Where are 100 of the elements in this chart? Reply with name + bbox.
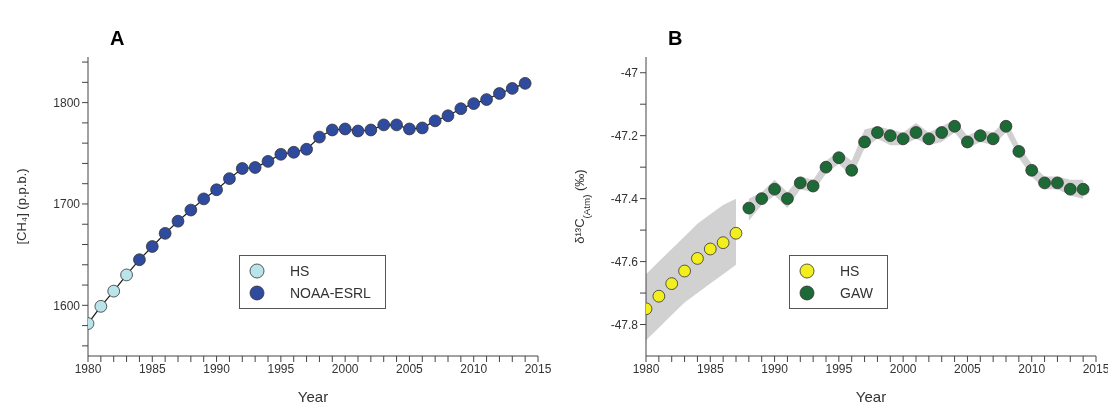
point — [883, 129, 897, 142]
y-tick-label: -47.6 — [610, 254, 639, 269]
x-axis-title: Year — [297, 388, 329, 405]
point — [145, 240, 159, 253]
x-tick-label: 1980 — [632, 361, 660, 376]
point — [832, 151, 846, 165]
point — [351, 124, 365, 138]
point — [768, 182, 781, 196]
y-tick-label: -47.4 — [610, 191, 639, 206]
point — [171, 214, 185, 228]
chart-title: A — [110, 27, 125, 50]
point — [454, 102, 468, 115]
point — [716, 236, 730, 249]
point — [480, 93, 493, 106]
point — [742, 201, 756, 215]
point — [871, 126, 884, 139]
point — [94, 300, 108, 313]
point — [274, 148, 288, 161]
x-tick-label: 1995 — [825, 361, 853, 376]
x-axis-title: Year — [855, 388, 887, 405]
x-tick-label: 2005 — [396, 361, 424, 376]
point — [210, 183, 223, 197]
legend-label: HS — [290, 262, 310, 279]
x-tick-label: 1995 — [267, 361, 295, 376]
x-tick-label: 1990 — [761, 361, 789, 376]
point — [819, 160, 833, 174]
point — [1063, 182, 1077, 196]
legend-label: GAW — [840, 284, 873, 301]
point — [441, 109, 455, 123]
point — [1076, 182, 1090, 196]
point — [300, 142, 313, 156]
point — [235, 162, 249, 175]
point — [184, 203, 198, 217]
point — [703, 242, 717, 256]
point — [197, 192, 211, 206]
point — [338, 122, 352, 136]
point — [107, 284, 121, 298]
point — [896, 132, 910, 146]
point — [261, 155, 275, 168]
point — [505, 82, 519, 95]
point — [922, 132, 936, 146]
point — [845, 164, 859, 177]
point — [1025, 164, 1039, 177]
point — [428, 114, 442, 128]
point — [1051, 176, 1064, 190]
x-tick-label: 2015 — [524, 361, 552, 376]
point — [415, 121, 429, 135]
x-tick-label: 2005 — [954, 361, 982, 376]
x-tick-label: 2010 — [1018, 361, 1046, 376]
point — [909, 126, 923, 139]
point — [390, 118, 403, 132]
legend-label: NOAA-ESRL — [290, 284, 371, 301]
point — [961, 135, 974, 149]
point — [493, 87, 506, 100]
point — [806, 179, 820, 193]
point — [120, 268, 133, 282]
point — [377, 118, 391, 132]
y-axis-title: [CH₄] (p.p.b.) — [14, 168, 29, 245]
point — [313, 130, 326, 144]
point — [1038, 176, 1051, 190]
point — [793, 176, 807, 190]
point — [287, 145, 301, 159]
point — [678, 264, 691, 278]
point — [1012, 145, 1026, 158]
point — [999, 119, 1013, 133]
y-tick-label: 1600 — [53, 298, 81, 313]
legend-label: HS — [840, 262, 860, 279]
point — [948, 119, 961, 133]
point — [325, 123, 339, 137]
point — [652, 289, 666, 303]
point — [973, 129, 987, 142]
point — [858, 135, 871, 149]
point — [665, 277, 679, 290]
point — [248, 161, 262, 174]
point — [133, 253, 146, 267]
point — [223, 172, 236, 185]
x-tick-label: 1990 — [203, 361, 231, 376]
point — [986, 132, 1000, 146]
x-tick-label: 1985 — [696, 361, 724, 376]
point — [158, 227, 172, 240]
y-tick-label: -47 — [620, 66, 639, 80]
y-tick-label: 1700 — [53, 197, 81, 212]
point — [729, 226, 743, 240]
y-tick-label: -47.8 — [610, 317, 639, 332]
y-tick-label: 1800 — [53, 95, 81, 110]
x-tick-label: 2000 — [331, 361, 359, 376]
point — [935, 126, 949, 139]
x-tick-label: 2000 — [889, 361, 917, 376]
point — [518, 77, 532, 90]
point — [467, 97, 481, 110]
point — [364, 123, 378, 137]
x-tick-label: 1985 — [138, 361, 166, 376]
point — [691, 252, 704, 265]
point — [755, 192, 769, 205]
x-tick-label: 2010 — [460, 361, 488, 376]
chart-title: B — [668, 27, 683, 50]
point — [781, 192, 794, 205]
x-tick-label: 2015 — [1082, 361, 1110, 376]
x-tick-label: 1980 — [74, 361, 102, 376]
y-tick-label: -47.2 — [610, 128, 639, 143]
